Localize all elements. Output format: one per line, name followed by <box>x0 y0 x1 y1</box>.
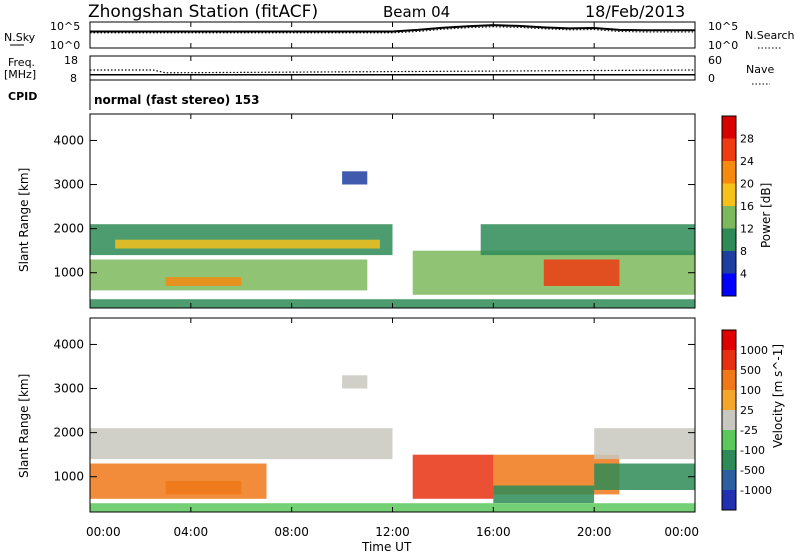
velocity-panel: 4000 3000 2000 1000 Slant Range [km] 1000 50… <box>17 317 785 513</box>
velocity-tick-5: -100 <box>740 444 765 457</box>
velocity-ylabel: Slant Range [km] <box>17 374 31 478</box>
power-colorbar: 28 24 20 16 12 8 4 <box>721 115 754 297</box>
power-tick-6: 4 <box>740 268 747 281</box>
velocity-tick-7: -1000 <box>740 484 772 497</box>
power-swatch-0 <box>722 273 736 296</box>
power-tick-3: 16 <box>740 200 754 213</box>
power-colorbar-label: Power [dB] <box>759 183 773 248</box>
nsky-tick-bottom: 10^0 <box>50 39 80 52</box>
power-tick-5: 8 <box>740 245 747 258</box>
nsearch-label: N.Search <box>745 29 795 42</box>
xtick-label-4: 16:00 <box>476 525 511 539</box>
vel-cells-band-0 <box>90 428 393 460</box>
power-tick-2: 20 <box>740 178 754 191</box>
velocity-ytick-3: 1000 <box>53 470 84 484</box>
vel-cells-band-2 <box>165 481 242 495</box>
xtick-label-2: 08:00 <box>274 525 309 539</box>
velocity-ytick-1: 3000 <box>53 382 84 396</box>
power-ytick-1: 3000 <box>53 178 84 192</box>
power-swatch-3 <box>722 206 736 229</box>
freq-tick-top: 18 <box>64 54 78 67</box>
velocity-swatch-3 <box>722 430 736 450</box>
beam-label: Beam 04 <box>383 3 450 21</box>
power-tick-0: 28 <box>740 133 754 146</box>
nave-label: Nave <box>746 63 774 76</box>
nsky-panel: N.Sky 10^5 10^0 10^5 10^0 N.Search <box>4 20 795 52</box>
power-cells-band-3 <box>165 277 242 286</box>
nsearch-tick-top: 10^5 <box>708 20 738 33</box>
power-cells-band-7 <box>480 224 695 256</box>
velocity-tick-6: -500 <box>740 464 765 477</box>
velocity-swatch-1 <box>722 470 736 490</box>
velocity-swatch-7 <box>722 350 736 370</box>
velocity-swatch-2 <box>722 450 736 470</box>
nave-series-line <box>90 69 696 74</box>
xaxis-label: Time UT <box>361 540 412 554</box>
cpid-panel: CPID normal (fast stereo) 153 <box>8 80 260 110</box>
velocity-colorbar: 1000 500 100 25 -25 -100 -500 -1000 <box>721 329 772 511</box>
velocity-swatch-0 <box>722 490 736 510</box>
velocity-swatch-5 <box>722 390 736 410</box>
station-title: Zhongshan Station (fitACF) <box>88 2 318 22</box>
power-frame <box>721 115 737 297</box>
power-swatch-5 <box>722 161 736 184</box>
power-cells-band-6 <box>543 259 620 286</box>
power-swatch-1 <box>722 251 736 274</box>
velocity-tick-2: 100 <box>740 384 761 397</box>
vel-cells-band-6 <box>493 485 595 504</box>
xtick-label-6: 00:00 <box>664 525 699 539</box>
power-panel: 4000 3000 2000 1000 Slant Range [km] 28 24 20… <box>17 113 773 309</box>
power-cells-band-0 <box>90 224 393 256</box>
xtick-label-5: 20:00 <box>577 525 612 539</box>
power-swatch-7 <box>722 116 736 139</box>
nsky-series-line <box>90 24 695 33</box>
power-swatch-4 <box>722 183 736 206</box>
vel-cells-band-7 <box>594 428 695 460</box>
date-label: 18/Feb/2013 <box>585 2 685 21</box>
xtick-label-0: 00:00 <box>86 525 121 539</box>
nsky-label: N.Sky <box>4 31 36 44</box>
vel-cells-band-8 <box>594 463 695 490</box>
power-ytick-2: 2000 <box>53 222 84 236</box>
xtick-label-1: 04:00 <box>174 525 209 539</box>
velocity-frame <box>721 329 737 511</box>
vel-cells-band-3 <box>342 375 368 389</box>
nave-tick-top: 60 <box>708 54 722 67</box>
time-axis: 00:00 04:00 08:00 12:00 16:00 20:00 00:00 <box>86 22 699 539</box>
nave-tick-bottom: 0 <box>708 72 715 85</box>
cpid-label: CPID <box>8 90 37 103</box>
freq-tick-bottom: 8 <box>70 72 77 85</box>
power-ytick-0: 4000 <box>53 133 84 147</box>
nsky-tick-top: 10^5 <box>50 20 80 33</box>
velocity-tick-1: 500 <box>740 364 761 377</box>
velocity-colorbar-label: Velocity [m s^-1] <box>771 344 785 448</box>
nsearch-tick-bottom: 10^0 <box>708 39 738 52</box>
cpid-value: normal (fast stereo) 153 <box>94 93 260 107</box>
freq-panel: Freq. [MHz] 18 8 60 0 Nave <box>4 54 774 85</box>
velocity-swatch-8 <box>722 330 736 350</box>
velocity-tick-3: 25 <box>740 404 754 417</box>
velocity-heatmap <box>90 375 695 512</box>
power-ylabel: Slant Range [km] <box>17 168 31 272</box>
velocity-tick-4: -25 <box>740 424 758 437</box>
velocity-swatch-4 <box>722 410 736 430</box>
power-cells-band-4 <box>342 171 368 185</box>
freq-label: Freq. <box>8 56 35 69</box>
power-tick-4: 12 <box>740 223 754 236</box>
freq-unit-label: [MHz] <box>4 68 36 81</box>
xtick-label-3: 12:00 <box>375 525 410 539</box>
nsearch-series-line <box>90 26 695 34</box>
power-tick-1: 24 <box>740 155 754 168</box>
velocity-ytick-0: 4000 <box>53 337 84 351</box>
velocity-tick-0: 1000 <box>740 344 768 357</box>
velocity-swatch-6 <box>722 370 736 390</box>
velocity-ytick-2: 2000 <box>53 426 84 440</box>
power-swatch-2 <box>722 228 736 251</box>
power-ytick-3: 1000 <box>53 266 84 280</box>
power-cells-band-1 <box>115 239 380 249</box>
power-heatmap <box>90 171 695 308</box>
vel-cells-band-4 <box>412 454 494 499</box>
power-swatch-6 <box>722 138 736 161</box>
